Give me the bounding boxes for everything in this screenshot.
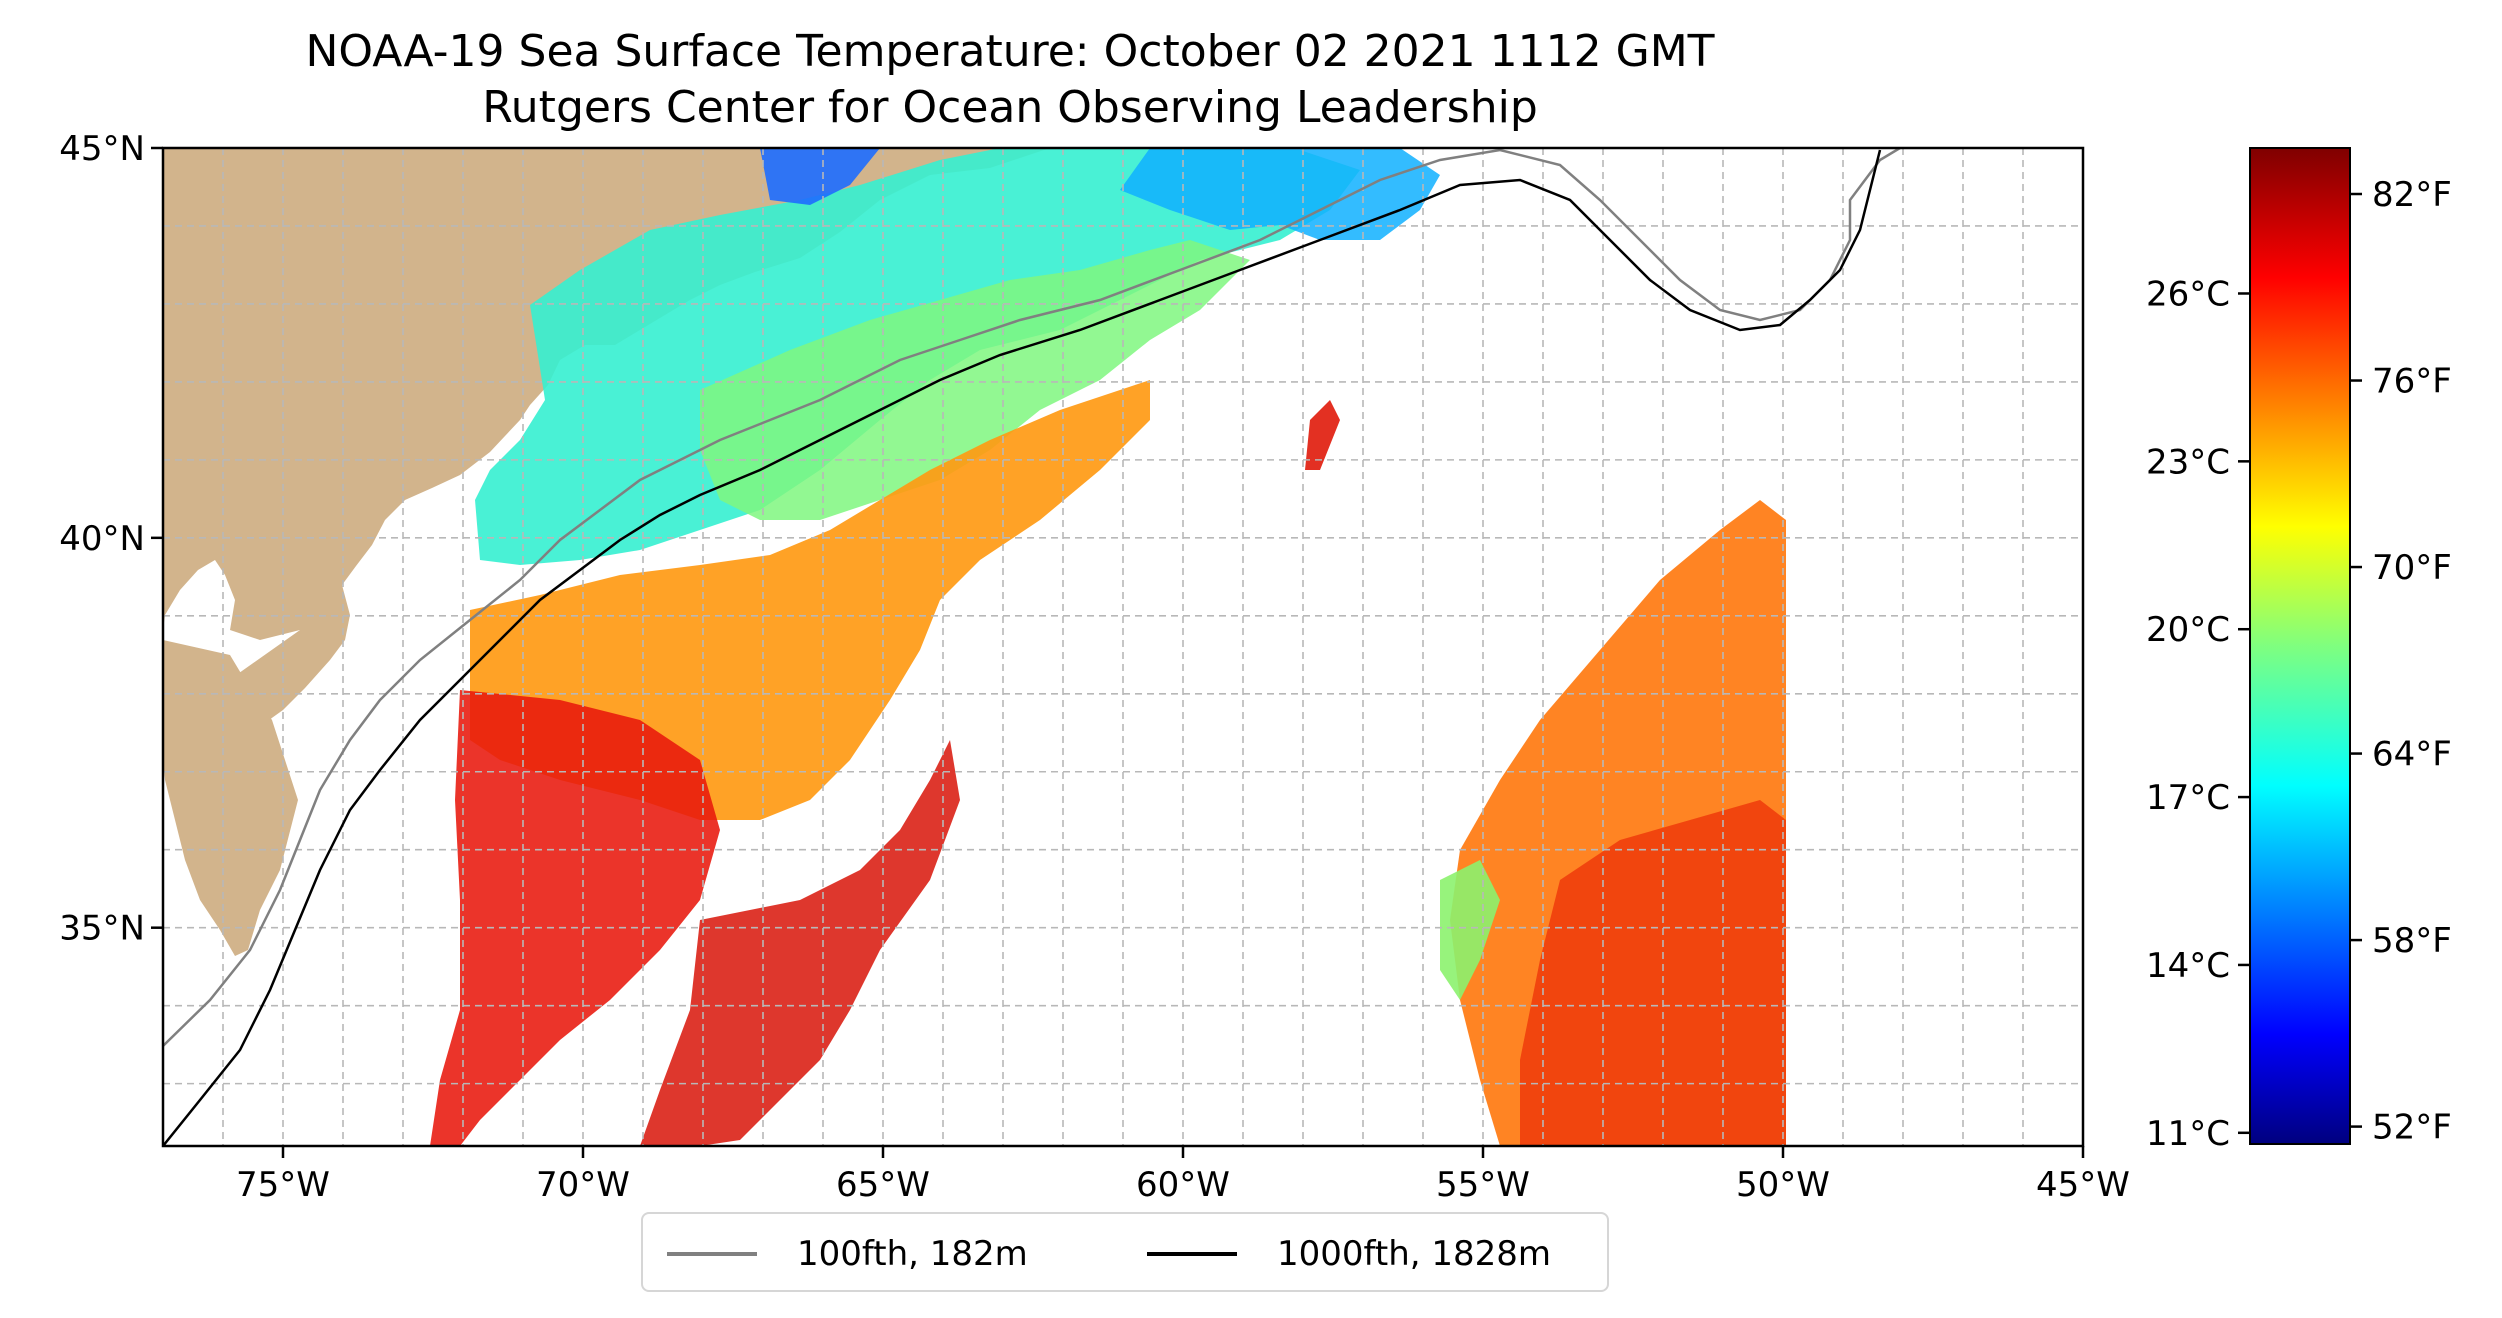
- celsius-tick-label: 23°C: [2146, 442, 2230, 482]
- map-frame: [161, 146, 2085, 1148]
- lon-tick-label: 50°W: [1736, 1165, 1830, 1205]
- celsius-tick-label: 11°C: [2146, 1114, 2230, 1154]
- isobath-1000fth: [163, 149, 1882, 1146]
- lat-tick-label: 35°N: [59, 909, 145, 949]
- legend-label-100fth: 100fth, 182m: [797, 1234, 1028, 1274]
- lon-tick-label: 70°W: [536, 1165, 630, 1205]
- celsius-tick-label: 17°C: [2146, 778, 2230, 818]
- figure-title: NOAA-19 Sea Surface Temperature: October…: [305, 26, 1715, 77]
- swath-orange: [470, 380, 1150, 820]
- map-area: [163, 148, 2083, 1146]
- swath-gulf-cold: [700, 240, 1250, 520]
- gridlines: [163, 148, 2083, 1146]
- lon-tick-label: 60°W: [1136, 1165, 1230, 1205]
- lat-tick-label: 40°N: [59, 519, 145, 559]
- legend-label-1000fth: 1000fth, 1828m: [1277, 1234, 1552, 1274]
- isobath-100fth: [163, 148, 1901, 1047]
- swath-red-west: [430, 690, 720, 1146]
- fahrenheit-tick-label: 52°F: [2372, 1108, 2452, 1148]
- fahrenheit-tick-label: 58°F: [2372, 921, 2452, 961]
- celsius-tick-label: 26°C: [2146, 274, 2230, 314]
- colorbar-gradient: [2249, 147, 2351, 1145]
- figure-subtitle: Rutgers Center for Ocean Observing Leade…: [482, 82, 1538, 133]
- fahrenheit-tick-label: 82°F: [2372, 175, 2452, 215]
- swath-red-central: [640, 740, 960, 1146]
- land-mass: [163, 148, 1050, 956]
- legend-swatch-1000fth: [1147, 1252, 1237, 1256]
- fahrenheit-tick-label: 76°F: [2372, 362, 2452, 402]
- lon-tick-label: 75°W: [236, 1165, 330, 1205]
- swath-east-red: [1520, 800, 1786, 1146]
- swath-gulf-blue: [760, 148, 880, 205]
- isobath-legend: 100fth, 182m 1000fth, 1828m: [641, 1212, 1609, 1292]
- swath-northeast-blue: [1120, 148, 1440, 240]
- map-axes: 45°N 40°N 35°N 75°W 70°W 65°W 60°W 55°W 50°W 45°W: [59, 129, 2130, 1205]
- lat-tick-label: 45°N: [59, 129, 145, 169]
- celsius-tick-label: 20°C: [2146, 610, 2230, 650]
- lon-tick-label: 45°W: [2036, 1165, 2130, 1205]
- swath-small-red: [1305, 400, 1340, 470]
- sst-data-swaths: [430, 148, 1786, 1146]
- celsius-tick-label: 14°C: [2146, 946, 2230, 986]
- lon-tick-label: 65°W: [836, 1165, 930, 1205]
- fahrenheit-tick-label: 70°F: [2372, 548, 2452, 588]
- swath-east-green: [1440, 860, 1500, 1000]
- colorbar-ticks: 11°C 14°C 17°C 20°C 23°C 26°C 52°F 58°F 64°F 70°F…: [2146, 175, 2452, 1154]
- lon-tick-label: 55°W: [1436, 1165, 1530, 1205]
- legend-swatch-100fth: [667, 1252, 757, 1256]
- fahrenheit-tick-label: 64°F: [2372, 735, 2452, 775]
